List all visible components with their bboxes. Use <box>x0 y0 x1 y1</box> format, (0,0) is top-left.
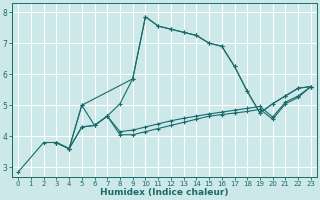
X-axis label: Humidex (Indice chaleur): Humidex (Indice chaleur) <box>100 188 229 197</box>
